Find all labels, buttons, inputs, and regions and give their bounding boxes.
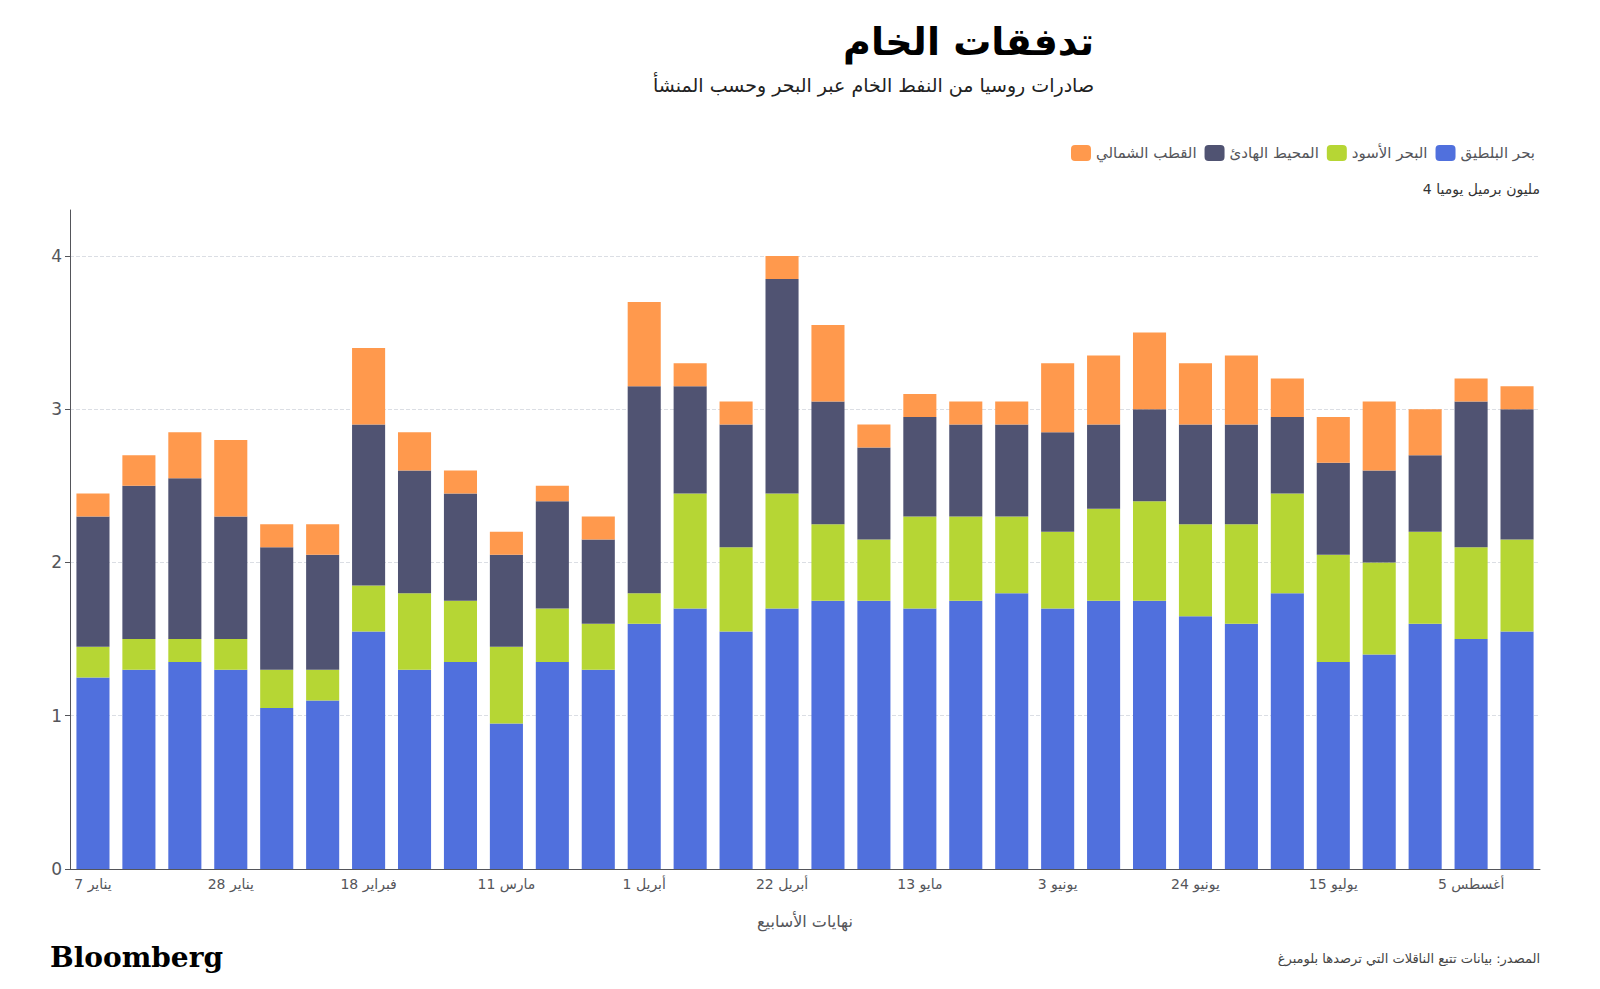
svg-text:15 يوليو: 15 يوليو bbox=[1309, 876, 1358, 893]
svg-text:2: 2 bbox=[51, 552, 62, 572]
svg-text:5 أغسطس: 5 أغسطس bbox=[1438, 875, 1505, 893]
svg-text:3 يونيو: 3 يونيو bbox=[1038, 876, 1078, 893]
svg-text:بحر البلطيق: بحر البلطيق bbox=[1461, 144, 1535, 162]
svg-text:0: 0 bbox=[51, 859, 62, 879]
svg-text:تدفقات الخام: تدفقات الخام bbox=[843, 20, 1094, 65]
svg-text:نهايات الأسابيع: نهايات الأسابيع bbox=[757, 911, 853, 932]
svg-text:صادرات روسيا من النفط الخام عب: صادرات روسيا من النفط الخام عبر البحر وح… bbox=[653, 72, 1094, 97]
svg-text:13 مايو: 13 مايو bbox=[897, 876, 942, 893]
svg-text:22 أبريل: 22 أبريل bbox=[756, 875, 808, 893]
svg-text:4 مليون برميل يوميا: 4 مليون برميل يوميا bbox=[1423, 181, 1540, 198]
svg-text:24 يونيو: 24 يونيو bbox=[1171, 876, 1220, 893]
svg-text:المصدر: بيانات تتبع الناقلات ا: المصدر: بيانات تتبع الناقلات التي ترصدها… bbox=[1278, 951, 1540, 967]
svg-text:4: 4 bbox=[51, 246, 62, 266]
svg-text:18 فبراير: 18 فبراير bbox=[340, 876, 396, 893]
svg-text:البحر الأسود: البحر الأسود bbox=[1352, 143, 1428, 162]
svg-text:7 يناير: 7 يناير bbox=[74, 876, 111, 893]
svg-text:3: 3 bbox=[51, 399, 62, 419]
svg-text:Bloomberg: Bloomberg bbox=[50, 941, 223, 974]
svg-text:28 يناير: 28 يناير bbox=[208, 876, 254, 893]
svg-text:1: 1 bbox=[51, 706, 62, 726]
svg-text:1 أبريل: 1 أبريل bbox=[623, 875, 666, 893]
svg-text:11 مارس: 11 مارس bbox=[477, 876, 535, 893]
svg-text:المحيط الهادئ: المحيط الهادئ bbox=[1230, 144, 1319, 162]
svg-text:القطب الشمالي: القطب الشمالي bbox=[1096, 144, 1197, 163]
